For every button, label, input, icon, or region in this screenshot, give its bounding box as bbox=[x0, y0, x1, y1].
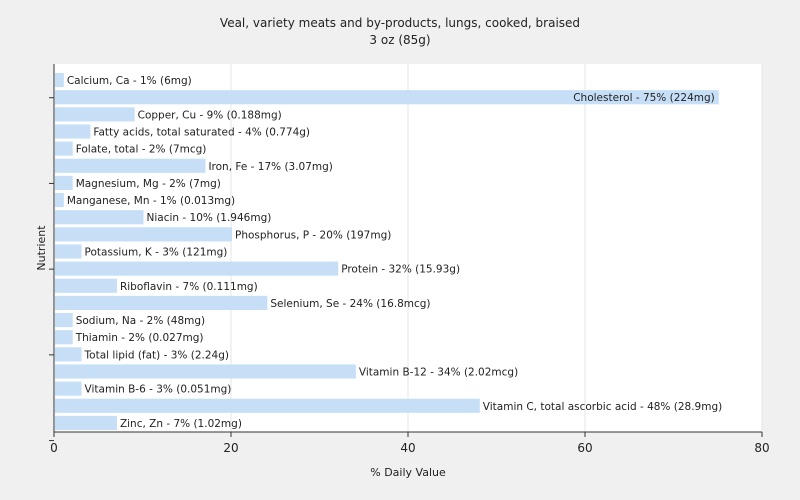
bar bbox=[55, 193, 64, 208]
x-tick-label: 80 bbox=[754, 441, 769, 455]
bar bbox=[55, 261, 339, 276]
bar bbox=[55, 107, 135, 122]
bar bbox=[55, 124, 91, 139]
bar bbox=[55, 398, 480, 413]
bar-data-label: Copper, Cu - 9% (0.188mg) bbox=[138, 109, 282, 121]
bar-data-label: Cholesterol - 75% (224mg) bbox=[573, 92, 715, 104]
bar bbox=[55, 175, 73, 190]
bar bbox=[55, 90, 719, 105]
bar-data-label: Riboflavin - 7% (0.111mg) bbox=[120, 281, 258, 293]
bar bbox=[55, 278, 117, 293]
bar-data-label: Folate, total - 2% (7mcg) bbox=[76, 144, 207, 156]
bar bbox=[55, 364, 356, 379]
bar-data-label: Potassium, K - 3% (121mg) bbox=[85, 247, 228, 259]
chart-title: Veal, variety meats and by-products, lun… bbox=[220, 16, 580, 30]
bar bbox=[55, 347, 82, 362]
bar-data-label: Selenium, Se - 24% (16.8mcg) bbox=[270, 298, 430, 310]
bars: Calcium, Ca - 1% (6mg) Cholesterol - 75% … bbox=[55, 73, 722, 430]
bar-data-label: Magnesium, Mg - 2% (7mg) bbox=[76, 178, 221, 190]
bar-data-label: Vitamin B-12 - 34% (2.02mcg) bbox=[359, 367, 518, 379]
x-tick-label: 40 bbox=[400, 441, 415, 455]
bar bbox=[55, 330, 73, 345]
bar bbox=[55, 381, 82, 396]
bar-data-label: Total lipid (fat) - 3% (2.24g) bbox=[84, 349, 229, 361]
bar bbox=[55, 313, 73, 328]
y-axis-title: Nutrient bbox=[35, 225, 48, 271]
bar bbox=[55, 73, 64, 88]
bar-data-label: Sodium, Na - 2% (48mg) bbox=[76, 315, 205, 327]
bar bbox=[55, 158, 206, 173]
bar-data-label: Fatty acids, total saturated - 4% (0.774… bbox=[93, 127, 310, 139]
axes: 0 20 40 60 80 bbox=[49, 64, 770, 455]
bar-data-label: Vitamin C, total ascorbic acid - 48% (28… bbox=[483, 401, 722, 413]
bar-data-label: Calcium, Ca - 1% (6mg) bbox=[67, 75, 192, 87]
bar-data-label: Iron, Fe - 17% (3.07mg) bbox=[208, 161, 332, 173]
bar bbox=[55, 295, 268, 310]
bar bbox=[55, 244, 82, 259]
bar bbox=[55, 141, 73, 156]
x-tick-label: 60 bbox=[577, 441, 592, 455]
bar bbox=[55, 210, 144, 225]
x-tick-label: 20 bbox=[223, 441, 238, 455]
bar-data-label: Zinc, Zn - 7% (1.02mg) bbox=[120, 418, 242, 430]
bar bbox=[55, 415, 117, 430]
bar-data-label: Thiamin - 2% (0.027mg) bbox=[75, 332, 204, 344]
bar-data-label: Phosphorus, P - 20% (197mg) bbox=[235, 229, 391, 241]
bar-data-label: Vitamin B-6 - 3% (0.051mg) bbox=[85, 384, 232, 396]
bar-data-label: Manganese, Mn - 1% (0.013mg) bbox=[67, 195, 235, 207]
bar-data-label: Niacin - 10% (1.946mg) bbox=[147, 212, 272, 224]
chart-subtitle: 3 oz (85g) bbox=[369, 33, 430, 47]
x-tick-label: 0 bbox=[50, 441, 58, 455]
bar bbox=[55, 227, 232, 242]
x-axis-title: % Daily Value bbox=[370, 466, 446, 479]
bar-data-label: Protein - 32% (15.93g) bbox=[341, 264, 460, 276]
